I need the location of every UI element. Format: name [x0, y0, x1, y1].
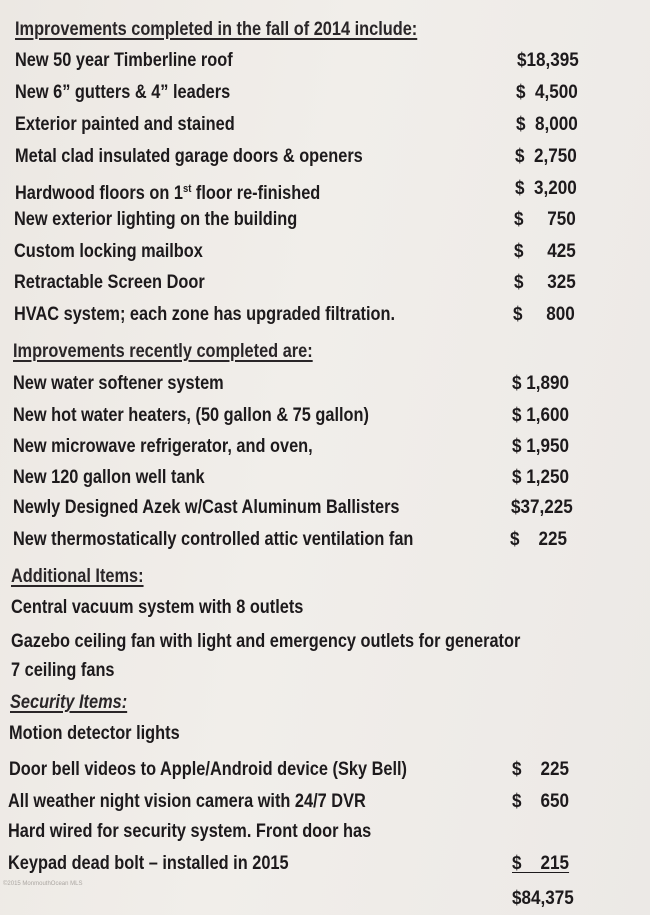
line-item-price: $ 4,500: [516, 82, 578, 103]
line-item-price: $ 800: [513, 304, 575, 325]
line-item-label: Motion detector lights: [9, 723, 180, 744]
line-item-price: $ 225: [512, 759, 570, 780]
grand-total: $84,375: [512, 888, 574, 909]
line-item-label: Metal clad insulated garage doors & open…: [15, 146, 363, 167]
line-item-price: $ 750: [514, 209, 576, 230]
line-item-label: Hard wired for security system. Front do…: [8, 821, 372, 842]
line-item-price: $37,225: [511, 497, 573, 518]
section4-heading: Security Items:: [10, 692, 128, 713]
line-item-price: $ 325: [514, 272, 576, 293]
section2-heading: Improvements recently completed are:: [13, 341, 313, 362]
line-item-label: New microwave refrigerator, and oven,: [13, 436, 313, 457]
line-item-price: $ 225: [510, 529, 568, 550]
line-item-label: New 50 year Timberline roof: [15, 50, 233, 71]
line-item-label: New thermostatically controlled attic ve…: [13, 529, 414, 550]
line-item-price: $ 1,950: [512, 436, 570, 457]
line-item-label: Keypad dead bolt – installed in 2015: [8, 853, 289, 874]
line-item-label: Gazebo ceiling fan with light and emerge…: [11, 631, 521, 652]
line-item-label: New hot water heaters, (50 gallon & 75 g…: [13, 405, 369, 426]
line-item-label: Retractable Screen Door: [14, 272, 205, 293]
line-item-price: $ 1,250: [512, 467, 570, 488]
mls-watermark: ©2015 MonmouthOcean MLS: [3, 881, 83, 887]
line-item-label: Door bell videos to Apple/Android device…: [9, 759, 407, 780]
line-item-label: All weather night vision camera with 24/…: [8, 791, 366, 812]
line-item-price: $ 2,750: [515, 146, 577, 167]
line-item-label: Newly Designed Azek w/Cast Aluminum Ball…: [13, 497, 400, 518]
line-item-price: $ 1,600: [512, 405, 570, 426]
label-text: Hardwood floors on 1: [15, 183, 183, 204]
line-item-price: $ 1,890: [512, 373, 570, 394]
line-item-label: 7 ceiling fans: [11, 660, 115, 681]
line-item-label: New exterior lighting on the building: [14, 209, 298, 230]
line-item-label: Custom locking mailbox: [14, 241, 203, 262]
line-item-label: Central vacuum system with 8 outlets: [11, 597, 304, 618]
section3-heading: Additional Items:: [11, 566, 144, 587]
label-superscript: st: [182, 183, 192, 195]
line-item-label: New 120 gallon well tank: [13, 467, 205, 488]
line-item-price: $ 425: [514, 241, 576, 262]
line-item-price: $ 8,000: [516, 114, 578, 135]
line-item-label: HVAC system; each zone has upgraded filt…: [14, 304, 396, 325]
line-item-price: $ 3,200: [515, 178, 577, 199]
line-item-label: Hardwood floors on 1st floor re-finished: [15, 178, 320, 205]
line-item-label: Exterior painted and stained: [15, 114, 235, 135]
line-item-label: New water softener system: [13, 373, 224, 394]
label-text: floor re-finished: [191, 183, 321, 204]
line-item-price: $ 215: [512, 853, 570, 874]
line-item-label: New 6” gutters & 4” leaders: [15, 82, 231, 103]
section1-heading: Improvements completed in the fall of 20…: [15, 19, 418, 40]
line-item-price: $18,395: [517, 50, 579, 71]
line-item-price: $ 650: [512, 791, 570, 812]
